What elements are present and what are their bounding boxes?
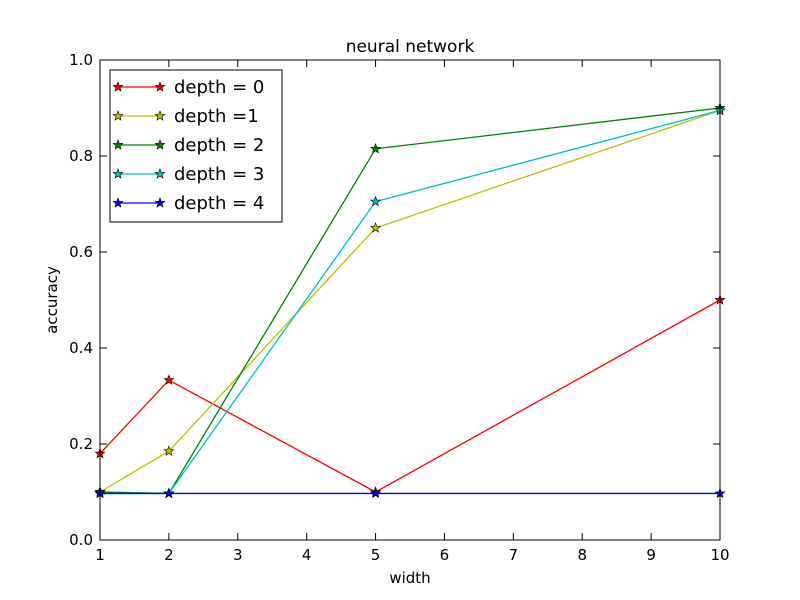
legend: depth = 0 depth =1 depth = 2 depth = 3 depth… (109, 69, 283, 223)
x-axis-label: width (389, 569, 430, 587)
legend-label: depth = 3 (174, 164, 264, 185)
data-point (369, 195, 382, 207)
legend-label: depth = 0 (174, 77, 264, 98)
data-point (163, 487, 175, 499)
legend-marker (154, 110, 166, 121)
legend-label: depth = 2 (174, 135, 264, 156)
series-line-0 (99, 299, 721, 493)
legend-marker (112, 110, 124, 121)
data-point (369, 487, 382, 499)
series-line-2 (99, 107, 721, 495)
legend-label: depth = 4 (174, 193, 264, 214)
legend-marker (154, 197, 166, 208)
chart-title: neural network (346, 37, 475, 57)
y-tick-label: 0.8 (69, 147, 93, 165)
legend-box (109, 69, 283, 223)
x-tick-label: 6 (440, 546, 450, 564)
legend-marker (112, 81, 124, 92)
x-tick-label: 3 (233, 546, 243, 564)
x-tick-label: 4 (302, 546, 312, 564)
x-tick-label: 2 (164, 546, 174, 564)
y-tick-label: 0.6 (69, 243, 93, 261)
legend-marker (154, 139, 166, 150)
legend-marker (154, 168, 166, 179)
data-point (369, 222, 382, 233)
y-tick-label: 1.0 (69, 51, 93, 69)
x-tick-label: 1 (95, 546, 105, 564)
x-tick-label: 7 (509, 546, 519, 564)
data-point (369, 142, 382, 154)
y-tick-label: 0.2 (69, 435, 93, 453)
x-tick-label: 5 (371, 546, 381, 564)
plot-frame (99, 59, 721, 541)
y-axis-label: accuracy (43, 266, 61, 334)
axis-ticks: 1 2 3 4 5 6 7 8 9 10 0.0 0.2 0.4 0.6 0.8 1.0 (69, 51, 729, 564)
x-tick-label: 10 (710, 546, 729, 564)
x-tick-label: 8 (577, 546, 587, 564)
y-tick-label: 0.4 (69, 339, 93, 357)
legend-marker (112, 168, 124, 179)
legend-marker (112, 197, 124, 208)
x-tick-label: 9 (646, 546, 656, 564)
legend-marker (154, 81, 166, 92)
legend-label: depth =1 (174, 106, 259, 127)
data-point (163, 374, 175, 385)
legend-marker (112, 139, 124, 150)
y-tick-label: 0.0 (69, 531, 93, 549)
series-line-1 (99, 109, 721, 493)
data-point (163, 445, 175, 456)
